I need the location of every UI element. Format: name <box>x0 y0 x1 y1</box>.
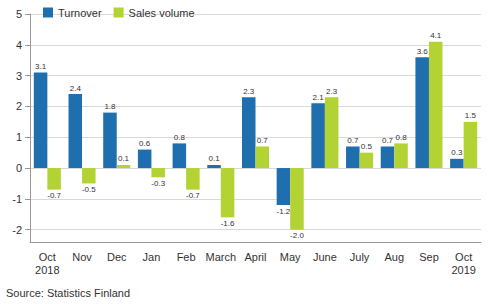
svg-text:Oct: Oct <box>455 251 472 263</box>
svg-text:4.1: 4.1 <box>430 31 442 40</box>
svg-text:3.1: 3.1 <box>35 62 47 71</box>
svg-text:-1: -1 <box>12 193 22 205</box>
svg-text:3: 3 <box>16 70 22 82</box>
svg-text:Jan: Jan <box>143 251 161 263</box>
svg-text:July: July <box>350 251 370 263</box>
svg-text:-1.6: -1.6 <box>221 219 235 228</box>
svg-text:2.4: 2.4 <box>70 84 82 93</box>
svg-text:Nov: Nov <box>72 251 92 263</box>
svg-text:-0.5: -0.5 <box>82 185 96 194</box>
svg-text:0.6: 0.6 <box>139 139 151 148</box>
svg-text:2.3: 2.3 <box>243 87 255 96</box>
svg-text:-2.0: -2.0 <box>290 231 304 240</box>
svg-text:1.8: 1.8 <box>104 102 116 111</box>
svg-text:0.1: 0.1 <box>208 154 220 163</box>
svg-text:-0.7: -0.7 <box>47 191 61 200</box>
svg-text:April: April <box>244 251 266 263</box>
svg-text:0.3: 0.3 <box>451 148 463 157</box>
svg-text:0.7: 0.7 <box>347 136 359 145</box>
svg-text:0.8: 0.8 <box>174 133 186 142</box>
svg-text:Sep: Sep <box>419 251 439 263</box>
svg-text:0: 0 <box>16 162 22 174</box>
svg-text:Feb: Feb <box>177 251 196 263</box>
svg-text:May: May <box>280 251 301 263</box>
svg-text:June: June <box>313 251 337 263</box>
svg-text:2.3: 2.3 <box>326 87 338 96</box>
svg-text:Source: Statistics Finland: Source: Statistics Finland <box>6 287 130 299</box>
svg-text:-1.2: -1.2 <box>277 207 291 216</box>
svg-text:0.5: 0.5 <box>361 142 373 151</box>
svg-text:2018: 2018 <box>35 264 59 276</box>
svg-text:4: 4 <box>16 39 22 51</box>
svg-text:0.7: 0.7 <box>257 136 269 145</box>
svg-text:Turnover: Turnover <box>58 7 102 19</box>
svg-text:2019: 2019 <box>451 264 475 276</box>
svg-text:Oct: Oct <box>39 251 56 263</box>
svg-text:0.8: 0.8 <box>395 133 407 142</box>
svg-text:2: 2 <box>16 100 22 112</box>
svg-text:0.1: 0.1 <box>118 154 130 163</box>
svg-text:Dec: Dec <box>107 251 127 263</box>
svg-text:Aug: Aug <box>384 251 404 263</box>
svg-text:0.7: 0.7 <box>382 136 394 145</box>
svg-text:3.6: 3.6 <box>417 47 429 56</box>
svg-text:1.5: 1.5 <box>465 111 477 120</box>
svg-text:-2: -2 <box>12 224 22 236</box>
svg-text:-0.7: -0.7 <box>186 191 200 200</box>
svg-text:-0.3: -0.3 <box>151 179 165 188</box>
svg-text:March: March <box>206 251 237 263</box>
svg-text:Sales volume: Sales volume <box>129 7 195 19</box>
svg-text:2.1: 2.1 <box>313 93 325 102</box>
svg-text:5: 5 <box>16 8 22 20</box>
svg-text:1: 1 <box>16 131 22 143</box>
